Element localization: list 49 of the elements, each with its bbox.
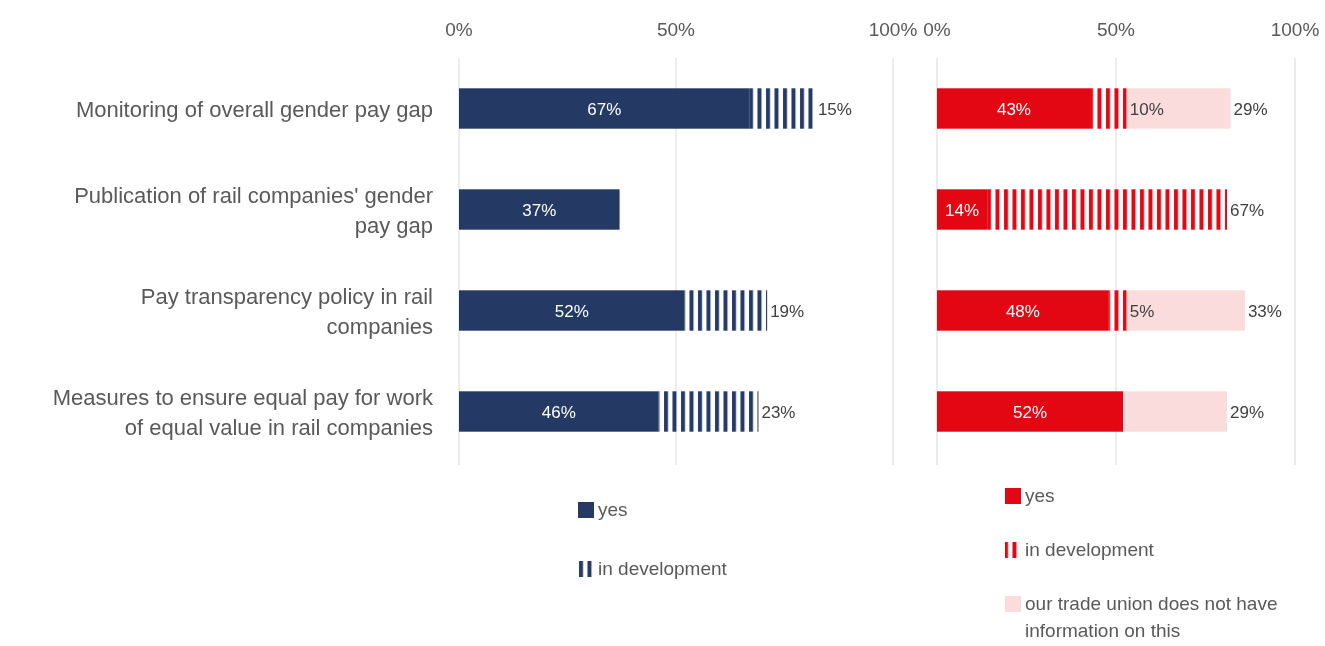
data-label: 23%	[761, 402, 796, 422]
bar	[658, 391, 759, 432]
bar	[937, 290, 1109, 331]
x-tick-label: 0%	[445, 19, 473, 40]
data-label: 5%	[1129, 301, 1155, 321]
data-label: 19%	[770, 301, 805, 321]
legend-label: yes	[1025, 485, 1055, 506]
bar	[459, 391, 659, 432]
x-tick-label: 100%	[1270, 19, 1320, 40]
legend-label: our trade union does not have information on this	[1025, 593, 1278, 641]
bar	[749, 88, 815, 129]
y-tick-label: Monitoring of overall gender pay gap	[75, 96, 433, 122]
data-label: 10%	[1129, 99, 1164, 119]
data-label: 37%	[522, 200, 557, 220]
y-tick-label: Measures to ensure equal pay for work of equal value in rail companies	[52, 384, 434, 440]
data-label: 52%	[1013, 402, 1048, 422]
bar	[1126, 88, 1231, 129]
legend-label: in development	[598, 558, 728, 579]
bar	[987, 189, 1227, 230]
data-label: 46%	[541, 402, 576, 422]
bar	[937, 391, 1124, 432]
data-label: 33%	[1247, 301, 1282, 321]
bar	[459, 189, 620, 230]
bar	[459, 88, 750, 129]
x-tick-label: 0%	[923, 19, 951, 40]
x-tick-label: 50%	[656, 19, 696, 40]
x-tick-label: 100%	[868, 19, 918, 40]
legend-label: in development	[1025, 539, 1155, 560]
bar	[684, 290, 768, 331]
data-label: 29%	[1233, 99, 1268, 119]
data-label: 43%	[996, 99, 1031, 119]
data-label: 15%	[817, 99, 852, 119]
y-tick-label: Pay transparency policy in rail companies	[140, 283, 433, 339]
bar	[937, 88, 1091, 129]
bar	[937, 189, 988, 230]
y-tick-label: Publication of rail companies' gender pay gap	[74, 182, 433, 238]
bar	[1090, 88, 1127, 129]
x-tick-label: 50%	[1096, 19, 1136, 40]
data-label: 48%	[1005, 301, 1040, 321]
data-label: 67%	[1229, 200, 1265, 220]
data-label: 52%	[554, 301, 589, 321]
data-label: 14%	[945, 200, 980, 220]
bar	[1123, 391, 1227, 432]
bar	[459, 290, 685, 331]
legend-label: yes	[598, 499, 628, 520]
bar	[1108, 290, 1127, 331]
data-label: 29%	[1229, 402, 1265, 422]
data-label: 67%	[587, 99, 622, 119]
bar	[1126, 290, 1245, 331]
